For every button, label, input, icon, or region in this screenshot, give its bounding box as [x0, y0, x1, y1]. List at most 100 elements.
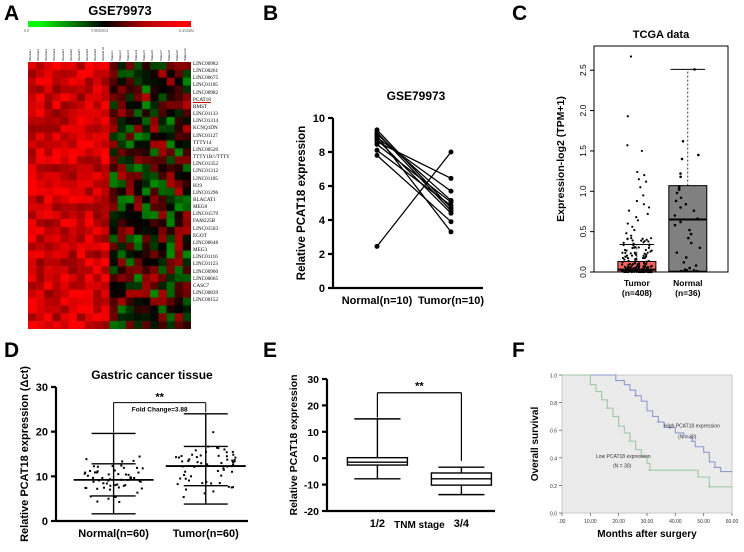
panel-c: C TCGA data 0.0 0.5 1.0 1.5 2.0 2.5 Expression-…: [500, 0, 744, 335]
svg-text:Tumor(n=60): Tumor(n=60): [173, 528, 239, 540]
panel-b-chart: GSE79973 0 2 4 6 8 10 Normal(n=10) Tumor(n=10) Re…: [296, 89, 484, 307]
svg-text:0.4: 0.4: [550, 456, 557, 462]
svg-text:0.0: 0.0: [578, 266, 588, 278]
svg-text:20: 20: [36, 427, 48, 439]
heatmap-colorbar-ticks: 0.0 5.9045054 8.454402: [24, 28, 196, 35]
heatmap-column-label: Tumor2: [117, 50, 122, 61]
svg-text:1.0: 1.0: [550, 374, 557, 380]
svg-text:(N = 30): (N = 30): [678, 434, 697, 440]
heatmap-gene-label: CASC7: [193, 282, 210, 289]
heatmap-gene-label: EGOT: [193, 232, 207, 239]
svg-text:0: 0: [313, 453, 319, 465]
svg-text:Relative PCAT18 expression (Δ: Relative PCAT18 expression (Δct): [19, 366, 31, 542]
heatmap-gene-label: LINC01116: [193, 254, 218, 261]
svg-text:Low PCAT18 expression: Low PCAT18 expression: [596, 454, 651, 460]
heatmap-column-label: Tumor7: [158, 50, 163, 61]
svg-text:10.00: 10.00: [584, 519, 597, 525]
svg-text:30: 30: [307, 374, 319, 386]
svg-text:0.6: 0.6: [550, 429, 557, 435]
svg-text:.00: .00: [559, 519, 566, 525]
svg-text:10: 10: [307, 427, 319, 439]
heatmap-colorbar: [28, 21, 191, 27]
panel-a: A GSE79973 0.0 5.9045054 8.454402 Normal…: [0, 0, 255, 335]
heatmap-gene-label: FAM225B: [193, 218, 216, 225]
panel-d-chart: Gastric cancer tissue 0 10 20 30 Relative PCA…: [19, 366, 248, 542]
heatmap-gene-label: LINC01105: [193, 175, 218, 182]
heatmap-gene-label: LINC00520: [193, 146, 219, 153]
heatmap-gene-label: BLACAT1: [193, 196, 216, 203]
svg-text:Normal(n=60): Normal(n=60): [78, 528, 149, 540]
heatmap-column-label: Normal6: [68, 48, 73, 61]
heatmap-gene-label: LINC00839: [193, 290, 219, 296]
heatmap-gene-label: LINC00648: [193, 239, 219, 246]
svg-text:1.5: 1.5: [578, 145, 588, 157]
heatmap-column-label: Normal10: [101, 47, 106, 61]
svg-text:Relative PCAT18 expression: Relative PCAT18 expression: [296, 126, 308, 280]
svg-text:3/4: 3/4: [454, 518, 470, 530]
heatmap-column-label: Tumor8: [166, 50, 171, 61]
svg-text:Relative PCAT18 expression: Relative PCAT18 expression: [288, 374, 300, 515]
heatmap-gene-label: LINC01127: [193, 132, 218, 139]
svg-text:GSE79973: GSE79973: [387, 89, 446, 103]
svg-text:**: **: [415, 381, 424, 393]
heatmap-gene-label: MEG8: [193, 204, 208, 211]
svg-text:30.00: 30.00: [641, 519, 654, 525]
heatmap-gene-label: RMST: [193, 103, 208, 110]
svg-text:1.0: 1.0: [578, 185, 588, 197]
heatmap-gene-label: LINC00982: [193, 61, 219, 67]
heatmap-column-label: Normal7: [76, 48, 81, 61]
heatmap-grid: [28, 62, 191, 329]
heatmap-gene-label: TTTY1B///TTTY: [193, 154, 230, 161]
svg-text:0.5: 0.5: [578, 225, 588, 237]
svg-text:2.0: 2.0: [578, 104, 588, 116]
panel-c-chart: TCGA data 0.0 0.5 1.0 1.5 2.0 2.5 Expression-lo…: [555, 29, 729, 298]
svg-text:6: 6: [319, 181, 325, 193]
panel-f-letter: F: [512, 339, 525, 362]
svg-text:Normal(n=10): Normal(n=10): [342, 295, 413, 307]
heatmap-gene-label: TTTY14: [193, 139, 212, 146]
svg-text:Normal: Normal: [673, 278, 702, 288]
heatmap-column-label: Tumor9: [174, 50, 179, 61]
svg-text:10: 10: [313, 113, 325, 125]
svg-text:-20: -20: [304, 506, 319, 518]
svg-text:(n=36): (n=36): [675, 288, 700, 298]
heatmap-gene-label: LINC00152: [193, 297, 219, 304]
panel-b-letter: B: [263, 2, 279, 25]
heatmap-gene-labels: LINC00982 LINC00261 LINC00675 LINC01105 LINC…: [193, 61, 255, 304]
heatmap-gene-label: LINC01133: [193, 111, 218, 118]
heatmap-column-label: Normal4: [52, 48, 57, 61]
svg-text:0.8: 0.8: [550, 401, 557, 407]
svg-text:10: 10: [36, 471, 48, 483]
heatmap-gene-label: KCNQ1DN: [193, 125, 218, 132]
heatmap-gene-label: LINC01503: [193, 225, 219, 232]
svg-text:30: 30: [36, 382, 48, 394]
heatmap-column-label: Tumor10: [182, 48, 187, 62]
svg-text:(N = 30): (N = 30): [613, 463, 632, 469]
heatmap-gene-label: LINC00960: [193, 268, 219, 275]
heatmap-column-labels: Normal1 Normal2 Normal3 Normal4 Normal5 Norma…: [28, 36, 191, 61]
heatmap-gene-label: LINC00261: [193, 68, 219, 75]
heatmap-gene-label: LINC00982: [193, 89, 219, 96]
svg-text:(n=408): (n=408): [622, 288, 652, 298]
svg-text:8: 8: [319, 147, 325, 159]
svg-text:TCGA data: TCGA data: [633, 29, 690, 41]
svg-text:40.00: 40.00: [669, 519, 682, 525]
heatmap-gene-label: LINC00665: [193, 275, 219, 282]
svg-text:0.2: 0.2: [550, 484, 557, 490]
heatmap-column-label: Tumor6: [150, 50, 155, 61]
svg-text:0: 0: [319, 283, 325, 295]
svg-text:0: 0: [42, 516, 48, 528]
heatmap-column-label: Tumor3: [125, 50, 130, 61]
heatmap-gene-label: LINC00675: [193, 75, 219, 82]
svg-text:20.00: 20.00: [612, 519, 625, 525]
heatmap-gene-label: LINC01105: [193, 82, 218, 89]
heatmap-gene-label: LINC01352: [193, 161, 219, 168]
svg-text:Fold Change=3.88: Fold Change=3.88: [132, 407, 188, 414]
panel-e-letter: E: [263, 339, 278, 362]
svg-text:Gastric cancer tissue: Gastric cancer tissue: [91, 368, 213, 382]
svg-text:50.00: 50.00: [697, 519, 710, 525]
panel-d: D Gastric cancer tissue 0 10 20 30 Relative P…: [0, 335, 255, 552]
svg-text:-10: -10: [304, 480, 319, 492]
panel-a-title: GSE79973: [88, 3, 152, 18]
svg-text:Tumor: Tumor: [624, 278, 651, 288]
